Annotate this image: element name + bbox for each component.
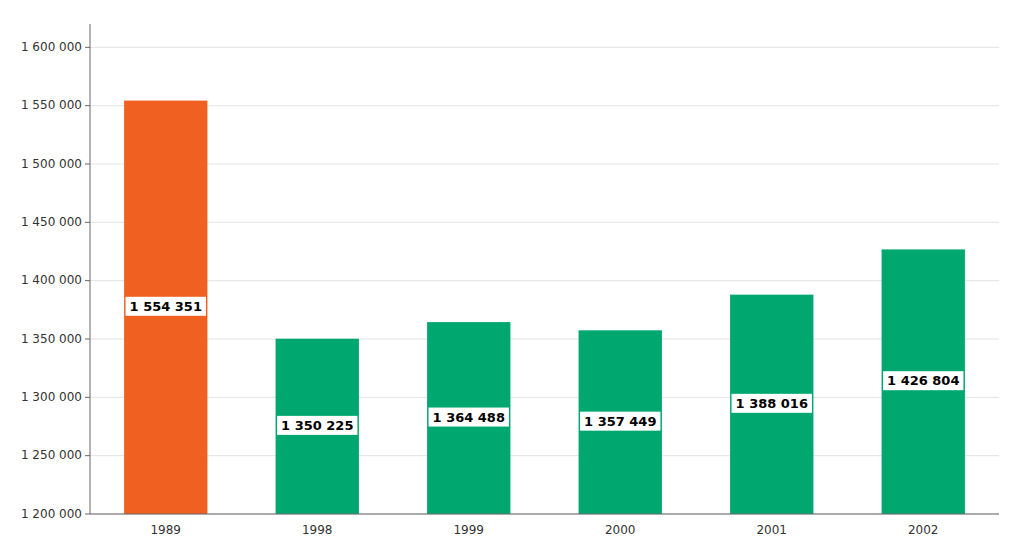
tick-label: 1 250 000 <box>21 448 82 462</box>
tick-mark <box>85 280 90 281</box>
data-label-box <box>429 408 509 427</box>
tick-label: 1 400 000 <box>21 273 82 287</box>
grid-line <box>90 397 999 398</box>
tick-mark <box>85 514 90 515</box>
tick-label: 1 300 000 <box>21 390 82 404</box>
data-labels: 1 554 351 1 350 225 1 364 488 1 357 449 1 38… <box>126 297 964 435</box>
grid-line <box>90 339 999 340</box>
tick-label: 1 450 000 <box>21 215 82 229</box>
tick-label: 1998 <box>302 523 333 537</box>
grid-line <box>90 105 999 106</box>
tick-label: 2000 <box>605 523 636 537</box>
grid-line <box>90 222 999 223</box>
data-label: 1 426 804 <box>887 373 959 388</box>
tick-label: 1989 <box>150 523 181 537</box>
data-label-box <box>580 412 660 431</box>
tick-label: 1 200 000 <box>21 507 82 521</box>
grid-line <box>90 47 999 48</box>
data-label: 1 357 449 <box>584 414 656 429</box>
bars <box>124 101 965 514</box>
data-label-box <box>883 371 963 390</box>
tick-label: 1 350 000 <box>21 332 82 346</box>
data-label: 1 364 488 <box>433 410 505 425</box>
tick-mark <box>85 105 90 106</box>
data-label-box <box>277 416 357 435</box>
tick-label: 1 600 000 <box>21 40 82 54</box>
x-axis-line <box>90 514 999 515</box>
tick-mark <box>85 222 90 223</box>
data-label: 1 350 225 <box>281 418 353 433</box>
data-label-box <box>126 297 206 316</box>
tick-mark <box>85 455 90 456</box>
tick-mark <box>85 47 90 48</box>
bar <box>276 339 359 514</box>
tick-mark <box>85 397 90 398</box>
bar <box>579 330 662 514</box>
y-axis-line <box>90 24 91 514</box>
bar <box>124 101 207 514</box>
grid-line <box>90 455 999 456</box>
bar <box>882 249 965 514</box>
tick-mark <box>85 339 90 340</box>
tick-label: 1999 <box>453 523 484 537</box>
tick-label: 2002 <box>908 523 939 537</box>
grid-line <box>90 514 999 515</box>
data-label-box <box>732 394 812 413</box>
tick-label: 1 500 000 <box>21 157 82 171</box>
y-axis: 1 200 000 1 250 000 1 300 000 1 350 000 1 40… <box>21 40 999 521</box>
tick-mark <box>85 164 90 165</box>
bar <box>730 295 813 514</box>
tick-label: 1 550 000 <box>21 98 82 112</box>
data-label: 1 388 016 <box>736 396 808 411</box>
axes <box>90 24 999 514</box>
chart: 1 200 000 1 250 000 1 300 000 1 350 000 1 40… <box>0 0 1023 558</box>
grid-line <box>90 164 999 165</box>
grid-line <box>90 280 999 281</box>
bar <box>427 322 510 514</box>
data-label: 1 554 351 <box>130 299 202 314</box>
x-axis: 1989 1998 1999 2000 2001 2002 <box>150 523 938 537</box>
tick-label: 2001 <box>756 523 787 537</box>
